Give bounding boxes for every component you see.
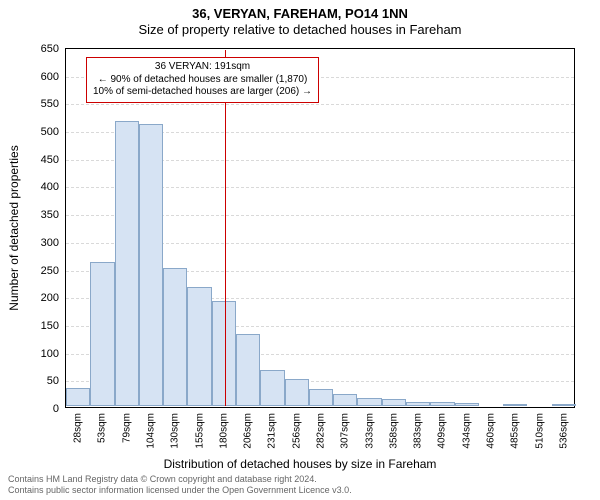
x-tick-label: 307sqm — [340, 413, 351, 449]
footer-line-1: Contains HM Land Registry data © Crown c… — [8, 474, 352, 485]
histogram-bar — [212, 301, 236, 406]
attribution-footer: Contains HM Land Registry data © Crown c… — [8, 474, 352, 497]
x-tick-label: 434sqm — [461, 413, 472, 449]
x-tick-label: 130sqm — [170, 413, 181, 449]
annotation-box: 36 VERYAN: 191sqm← 90% of detached house… — [86, 57, 319, 103]
x-tick-label: 79sqm — [121, 413, 132, 443]
histogram-bar — [236, 334, 260, 406]
footer-line-2: Contains public sector information licen… — [8, 485, 352, 496]
x-tick-label: 155sqm — [194, 413, 205, 449]
x-tick-label: 104sqm — [146, 413, 157, 449]
x-tick-label: 180sqm — [218, 413, 229, 449]
annotation-line: ← 90% of detached houses are smaller (1,… — [93, 74, 312, 87]
page-title-address: 36, VERYAN, FAREHAM, PO14 1NN — [0, 6, 600, 22]
y-tick-label: 250 — [19, 265, 59, 277]
x-tick-label: 231sqm — [267, 413, 278, 449]
histogram-bar — [503, 404, 527, 406]
gridline — [66, 104, 574, 106]
histogram-bar — [333, 394, 357, 406]
histogram-bar — [115, 121, 139, 406]
y-tick-label: 100 — [19, 348, 59, 360]
x-tick-label: 256sqm — [291, 413, 302, 449]
y-tick-label: 400 — [19, 181, 59, 193]
chart-container: 0501001502002503003504004505005506006502… — [65, 48, 575, 408]
histogram-bar — [260, 370, 284, 406]
y-tick-label: 200 — [19, 292, 59, 304]
histogram-bar — [90, 262, 114, 406]
y-tick-label: 150 — [19, 320, 59, 332]
histogram-bar — [285, 379, 309, 406]
y-tick-label: 50 — [19, 375, 59, 387]
histogram-bar — [406, 402, 430, 406]
x-tick-label: 358sqm — [388, 413, 399, 449]
x-tick-label: 536sqm — [558, 413, 569, 449]
y-tick-label: 550 — [19, 98, 59, 110]
y-tick-label: 350 — [19, 209, 59, 221]
histogram-bar — [163, 268, 187, 406]
y-tick-label: 450 — [19, 154, 59, 166]
x-tick-label: 206sqm — [243, 413, 254, 449]
y-axis-label: Number of detached properties — [7, 145, 21, 310]
y-tick-label: 300 — [19, 237, 59, 249]
y-tick-label: 650 — [19, 43, 59, 55]
histogram-bar — [552, 404, 576, 406]
y-tick-label: 0 — [19, 403, 59, 415]
histogram-bar — [382, 399, 406, 406]
reference-line — [225, 50, 226, 406]
histogram-bar — [455, 403, 479, 406]
x-tick-label: 460sqm — [486, 413, 497, 449]
x-tick-label: 53sqm — [97, 413, 108, 443]
x-tick-label: 282sqm — [316, 413, 327, 449]
x-tick-label: 510sqm — [534, 413, 545, 449]
x-axis-label: Distribution of detached houses by size … — [0, 457, 600, 471]
x-tick-label: 409sqm — [437, 413, 448, 449]
annotation-line: 10% of semi-detached houses are larger (… — [93, 86, 312, 99]
x-tick-label: 333sqm — [364, 413, 375, 449]
x-tick-label: 485sqm — [510, 413, 521, 449]
histogram-bar — [309, 389, 333, 406]
histogram-bar — [66, 388, 90, 406]
y-tick-label: 500 — [19, 126, 59, 138]
annotation-line: 36 VERYAN: 191sqm — [93, 61, 312, 74]
page-title-subtitle: Size of property relative to detached ho… — [0, 22, 600, 38]
histogram-bar — [357, 398, 381, 406]
histogram-bar — [187, 287, 211, 406]
histogram-bar — [430, 402, 454, 406]
x-tick-label: 383sqm — [413, 413, 424, 449]
histogram-bar — [139, 124, 163, 406]
x-tick-label: 28sqm — [73, 413, 84, 443]
y-tick-label: 600 — [19, 71, 59, 83]
plot-area: 0501001502002503003504004505005506006502… — [65, 48, 575, 408]
